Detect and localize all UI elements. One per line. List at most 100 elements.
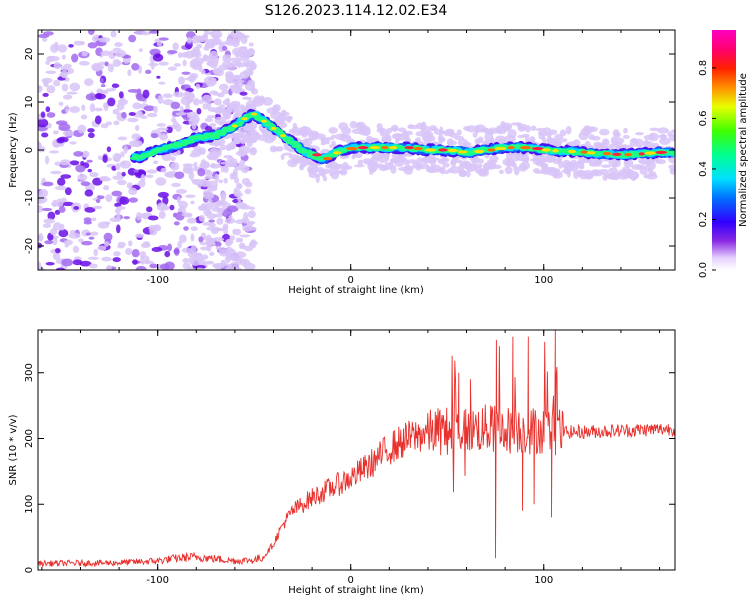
noise-blob: [515, 153, 527, 162]
noise-blob: [338, 122, 349, 131]
noise-blob: [291, 129, 304, 136]
noise-blob: [114, 42, 123, 47]
noise-blob: [207, 171, 214, 176]
noise-blob: [273, 118, 285, 123]
ridge-mark: [295, 143, 302, 148]
noise-blob: [403, 165, 415, 169]
noise-blob: [157, 191, 169, 198]
noise-blob: [305, 137, 318, 141]
ridge-peak: [552, 149, 559, 153]
noise-blob: [85, 232, 91, 236]
noise-blob: [155, 177, 167, 186]
noise-blob: [235, 192, 244, 197]
noise-blob: [232, 100, 241, 106]
noise-blob: [170, 156, 176, 162]
noise-blob: [209, 123, 217, 128]
noise-blob: [40, 111, 46, 118]
noise-blob: [114, 208, 121, 214]
noise-blob: [245, 181, 253, 188]
noise-blob: [42, 92, 49, 97]
noise-blob: [91, 62, 102, 72]
y-tick-label: 0: [24, 147, 35, 153]
noise-blob: [73, 40, 84, 46]
noise-blob: [138, 48, 143, 53]
noise-blob: [456, 129, 462, 136]
snr-frame: [37, 329, 676, 571]
ridge-peak: [369, 146, 381, 150]
noise-blob: [48, 55, 60, 62]
noise-blob: [95, 198, 101, 204]
noise-blob: [227, 264, 232, 270]
noise-blob: [229, 84, 236, 90]
noise-blob: [600, 142, 606, 150]
noise-blob: [196, 108, 202, 115]
noise-blob: [170, 101, 181, 110]
noise-blob: [62, 201, 74, 207]
noise-blob: [222, 223, 229, 230]
noise-blob: [564, 163, 573, 169]
noise-blob: [174, 171, 185, 179]
noise-blob: [152, 160, 159, 165]
noise-blob: [202, 103, 209, 110]
noise-blob: [128, 240, 133, 247]
noise-blob: [118, 91, 124, 99]
noise-blob: [38, 146, 46, 153]
noise-blob: [223, 177, 228, 184]
noise-blob: [102, 155, 108, 163]
noise-blob: [239, 234, 251, 238]
ridge-peak: [624, 152, 633, 157]
noise-blob: [239, 258, 251, 267]
ridge-peak: [457, 150, 468, 154]
noise-blob: [87, 30, 95, 36]
colorbar-gradient: [712, 30, 736, 270]
noise-blob: [333, 163, 342, 170]
noise-blob: [223, 165, 229, 173]
noise-blob: [330, 170, 340, 180]
noise-blob: [239, 50, 252, 54]
noise-blob: [195, 83, 201, 89]
noise-blob: [182, 257, 190, 264]
noise-blob: [153, 105, 158, 114]
noise-blob: [173, 221, 180, 226]
noise-blob: [226, 72, 234, 78]
noise-blob: [66, 91, 78, 95]
noise-blob: [116, 102, 125, 111]
noise-blob: [78, 60, 90, 66]
noise-blob: [121, 111, 127, 119]
noise-blob: [38, 235, 44, 241]
noise-blob: [54, 185, 67, 191]
noise-blob: [156, 123, 166, 127]
ridge-peak: [447, 148, 458, 153]
noise-blob: [44, 240, 54, 245]
noise-blob: [579, 165, 585, 170]
noise-blob: [73, 206, 80, 210]
noise-blob: [84, 189, 94, 197]
noise-blob: [239, 91, 248, 96]
noise-blob: [110, 30, 117, 38]
noise-blob: [131, 133, 141, 141]
noise-blob: [62, 130, 74, 137]
noise-blob: [43, 218, 56, 224]
snr-panel: -100 0 100 0 100 200 300 Height of straight l…: [8, 329, 676, 596]
noise-blob: [90, 95, 95, 100]
noise-blob: [183, 163, 193, 173]
noise-blob: [132, 259, 138, 265]
noise-blob: [38, 242, 43, 249]
ridge-mark: [185, 139, 196, 144]
noise-blob: [209, 251, 215, 256]
noise-blob: [627, 170, 640, 180]
noise-blob: [128, 112, 136, 116]
noise-blob: [107, 97, 116, 107]
colorbar-tick-label: 0.4: [698, 161, 709, 177]
noise-blob: [287, 158, 298, 168]
ridge-peak: [333, 151, 342, 155]
noise-blob: [226, 104, 233, 111]
noise-blob: [206, 234, 212, 240]
ridge-peak: [312, 153, 322, 157]
noise-blob: [104, 241, 110, 247]
ridge-peak: [424, 148, 437, 152]
noise-blob: [59, 159, 72, 166]
noise-blob: [401, 130, 409, 140]
noise-blob: [285, 118, 291, 122]
